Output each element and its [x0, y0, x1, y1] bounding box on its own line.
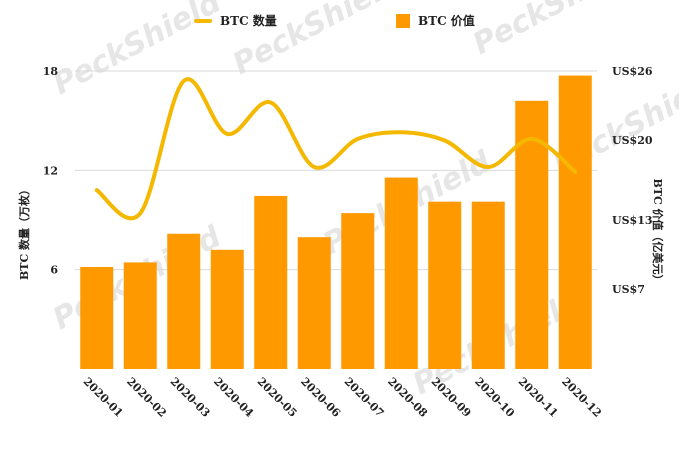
right-tick-label: US$20: [612, 134, 653, 147]
bar-2020-12: [558, 75, 592, 369]
x-tick-label: 2020-07: [342, 375, 387, 420]
bar-2020-05: [254, 195, 288, 369]
left-tick-label: 12: [43, 164, 58, 177]
y-axis-title-right: BTC 价值（亿美元）: [651, 178, 665, 285]
legend-bar-swatch: [396, 13, 410, 28]
line-series: [94, 77, 578, 221]
legend-item-quantity: BTC 数量: [194, 12, 277, 29]
legend-item-value: BTC 价值: [396, 12, 475, 29]
bar-2020-01: [80, 266, 114, 369]
bar-2020-02: [123, 262, 157, 369]
bar-2020-08: [384, 177, 418, 369]
legend-line-swatch: [194, 18, 212, 23]
right-tick-label: US$13: [612, 214, 653, 227]
gridlines: [75, 70, 597, 271]
y-axis-title-left: BTC 数量（万枚）: [17, 184, 31, 280]
left-tick-label: 18: [43, 65, 59, 78]
x-tick-label: 2020-03: [168, 375, 213, 420]
left-axis-ticks: 6 12 18: [43, 65, 59, 277]
bar-2020-11: [515, 100, 549, 370]
quantity-line: [94, 77, 578, 221]
x-tick-label: 2020-01: [81, 375, 126, 420]
x-tick-label: 2020-06: [298, 375, 343, 420]
watermark-text: PeckShield: [467, 0, 647, 62]
bar-2020-03: [167, 233, 201, 369]
bar-series: [80, 75, 592, 370]
right-axis-ticks: US$7 US$13 US$20 US$26: [612, 65, 653, 296]
right-tick-label: US$7: [612, 283, 645, 296]
bar-2020-07: [341, 213, 375, 369]
x-tick-label: 2020-12: [559, 375, 604, 420]
x-axis-ticks: 2020-012020-022020-032020-042020-052020-…: [81, 375, 604, 420]
x-tick-label: 2020-02: [124, 375, 169, 420]
legend-label-value: BTC 价值: [418, 14, 475, 28]
x-tick-label: 2020-11: [516, 375, 561, 420]
x-tick-label: 2020-04: [211, 375, 256, 420]
bar-2020-09: [428, 201, 462, 369]
x-tick-label: 2020-10: [472, 375, 517, 420]
bar-2020-04: [210, 249, 244, 369]
bar-2020-06: [297, 237, 331, 369]
bar-2020-10: [471, 201, 505, 369]
right-tick-label: US$26: [612, 65, 653, 78]
legend-label-quantity: BTC 数量: [220, 14, 277, 28]
left-tick-label: 6: [50, 264, 58, 277]
x-tick-label: 2020-05: [255, 375, 300, 420]
